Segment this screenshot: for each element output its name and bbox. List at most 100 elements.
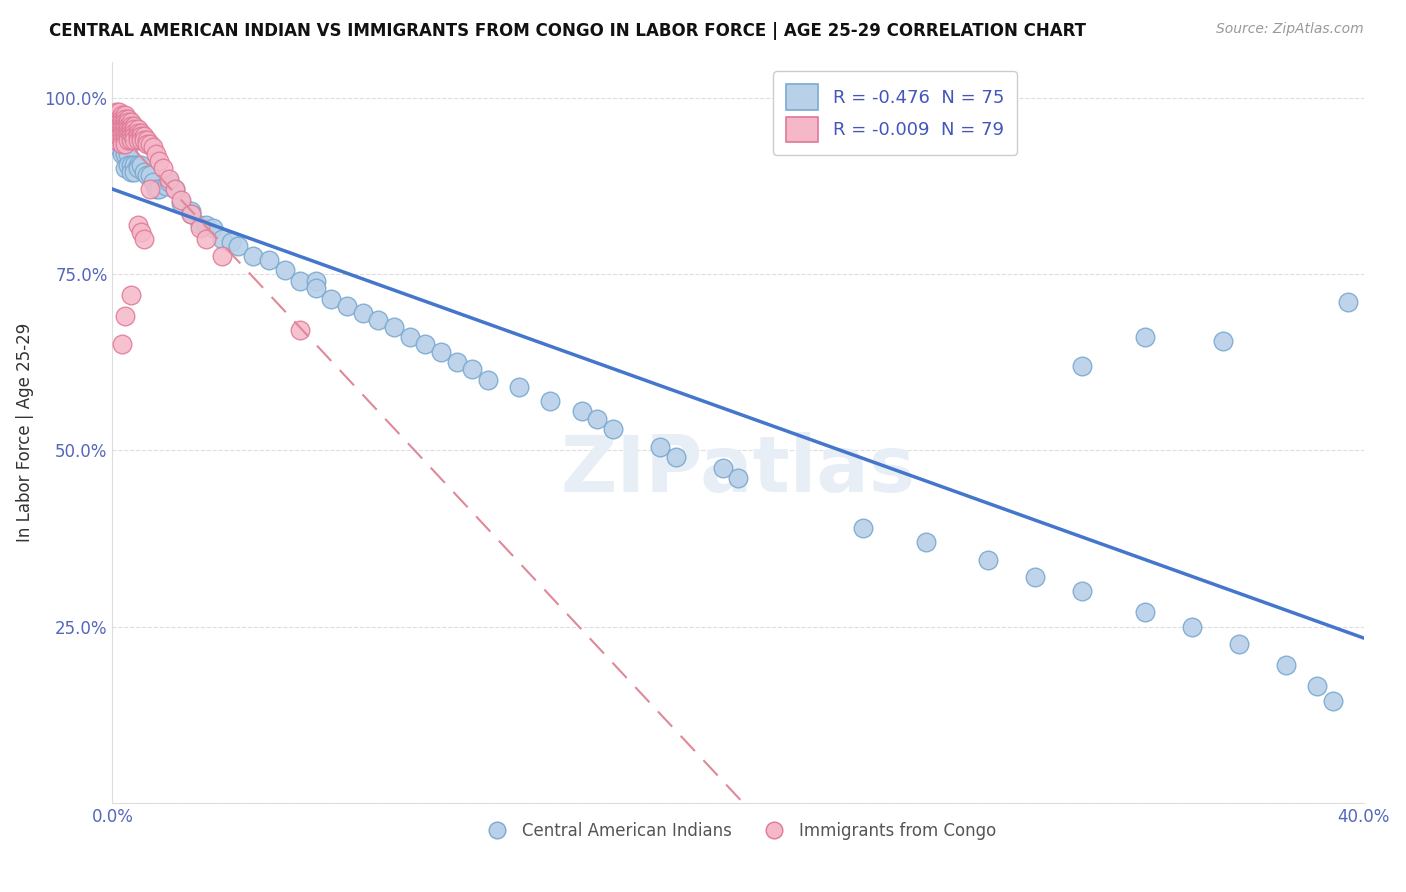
Point (129, 158, 152, 172)
Point (111, 337, 134, 351)
Point (257, 252, 280, 267)
Point (114, 122, 136, 136)
Point (127, 133, 149, 147)
Point (139, 182, 162, 196)
Point (117, 115, 139, 129)
Point (127, 218, 149, 232)
Point (132, 232, 155, 246)
Point (1071, 359, 1094, 373)
Point (163, 182, 186, 196)
Point (114, 133, 136, 147)
Point (107, 126, 129, 140)
Point (1133, 606, 1156, 620)
Point (117, 126, 139, 140)
Point (117, 147, 139, 161)
Text: CENTRAL AMERICAN INDIAN VS IMMIGRANTS FROM CONGO IN LABOR FORCE | AGE 25-29 CORR: CENTRAL AMERICAN INDIAN VS IMMIGRANTS FR… (49, 22, 1087, 40)
Point (195, 232, 218, 246)
Point (124, 122, 146, 136)
Point (127, 161, 149, 176)
Point (127, 126, 149, 140)
Point (1181, 619, 1204, 633)
Point (117, 119, 139, 133)
Point (104, 112, 127, 126)
Point (352, 306, 374, 320)
Point (132, 133, 155, 147)
Point (139, 168, 162, 182)
Point (114, 108, 136, 122)
Point (120, 158, 142, 172)
Point (180, 207, 202, 221)
Point (114, 136, 136, 151)
Point (382, 319, 405, 334)
Point (188, 221, 211, 235)
Point (321, 292, 343, 306)
Point (152, 161, 174, 176)
Point (107, 112, 129, 126)
Point (124, 165, 146, 179)
Point (124, 119, 146, 133)
Point (915, 535, 938, 549)
Point (142, 140, 165, 154)
Point (127, 122, 149, 136)
Point (664, 450, 686, 465)
Point (129, 129, 152, 144)
Point (124, 126, 146, 140)
Point (477, 373, 499, 387)
Point (129, 225, 152, 239)
Point (114, 147, 136, 161)
Point (129, 133, 152, 147)
Point (111, 129, 134, 144)
Point (104, 119, 127, 133)
Point (135, 136, 157, 151)
Point (139, 136, 162, 151)
Point (111, 108, 134, 122)
Point (1274, 658, 1296, 673)
Point (117, 133, 139, 147)
Point (132, 165, 155, 179)
Point (508, 380, 530, 394)
Point (120, 165, 142, 179)
Point (571, 404, 593, 418)
Point (114, 310, 136, 324)
Point (211, 232, 233, 246)
Point (120, 119, 142, 133)
Point (117, 112, 139, 126)
Point (1322, 693, 1344, 707)
Point (336, 299, 359, 313)
Point (195, 218, 218, 232)
Point (852, 521, 875, 535)
Point (107, 112, 129, 126)
Point (1227, 637, 1250, 651)
Point (1024, 570, 1046, 584)
Point (120, 122, 142, 136)
Point (180, 207, 202, 221)
Point (114, 126, 136, 140)
Point (415, 337, 437, 351)
Point (211, 249, 233, 263)
Point (148, 154, 170, 169)
Point (273, 263, 295, 277)
Point (114, 112, 136, 126)
Point (117, 129, 139, 144)
Point (430, 344, 453, 359)
Point (170, 193, 193, 207)
Point (111, 133, 134, 147)
Point (107, 115, 129, 129)
Point (107, 122, 129, 136)
Point (461, 362, 484, 376)
Point (132, 129, 155, 144)
Point (226, 239, 249, 253)
Point (120, 133, 142, 147)
Point (124, 158, 146, 172)
Point (124, 133, 146, 147)
Point (188, 218, 211, 232)
Point (1306, 680, 1329, 694)
Y-axis label: In Labor Force | Age 25-29: In Labor Force | Age 25-29 (15, 323, 34, 542)
Point (124, 129, 146, 144)
Point (648, 440, 671, 454)
Point (104, 126, 127, 140)
Point (111, 147, 134, 161)
Point (111, 140, 134, 154)
Point (1212, 334, 1234, 348)
Point (114, 115, 136, 129)
